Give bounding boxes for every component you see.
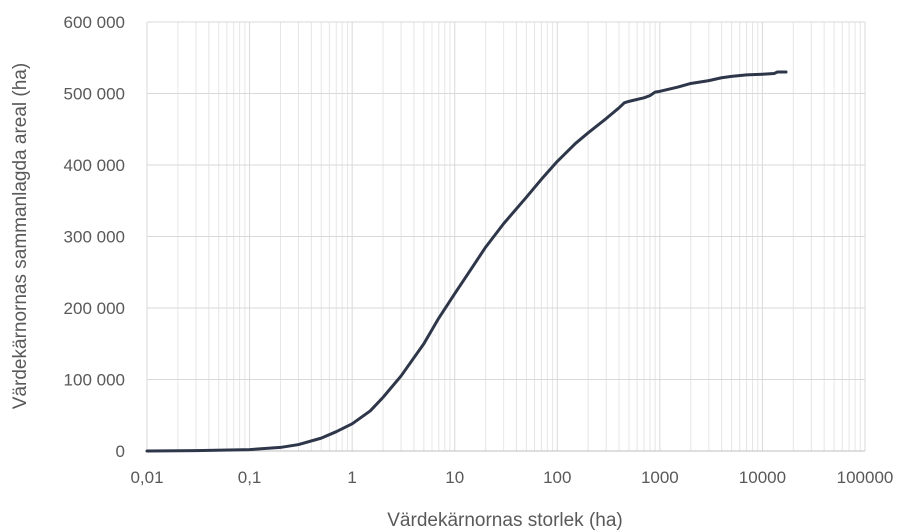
x-tick-label: 0,01 (130, 468, 163, 487)
y-tick-label: 200 000 (64, 299, 125, 318)
y-axis-label: Värdekärnornas sammanlagda areal (ha) (10, 63, 31, 409)
x-axis-label: Värdekärnornas storlek (ha) (387, 510, 623, 531)
x-tick-label: 0,1 (238, 468, 262, 487)
x-tick-label: 1000 (641, 468, 679, 487)
y-tick-labels: 0 100 000 200 000 300 000 400 000 500 000 600 … (64, 13, 125, 461)
series-line (145, 70, 788, 453)
x-tick-labels: 0,01 0,1 1 10 100 1000 10000 100000 (130, 468, 893, 487)
x-tick-label: 100000 (837, 468, 894, 487)
x-tick-label: 1 (347, 468, 356, 487)
y-tick-label: 600 000 (64, 13, 125, 32)
y-tick-label: 100 000 (64, 371, 125, 390)
x-tick-label: 100 (543, 468, 571, 487)
y-tick-label: 500 000 (64, 85, 125, 104)
x-tick-label: 10000 (739, 468, 786, 487)
y-tick-label: 300 000 (64, 228, 125, 247)
y-tick-label: 400 000 (64, 156, 125, 175)
y-tick-label: 0 (116, 442, 125, 461)
x-tick-label: 10 (445, 468, 464, 487)
series-layer (145, 70, 788, 453)
